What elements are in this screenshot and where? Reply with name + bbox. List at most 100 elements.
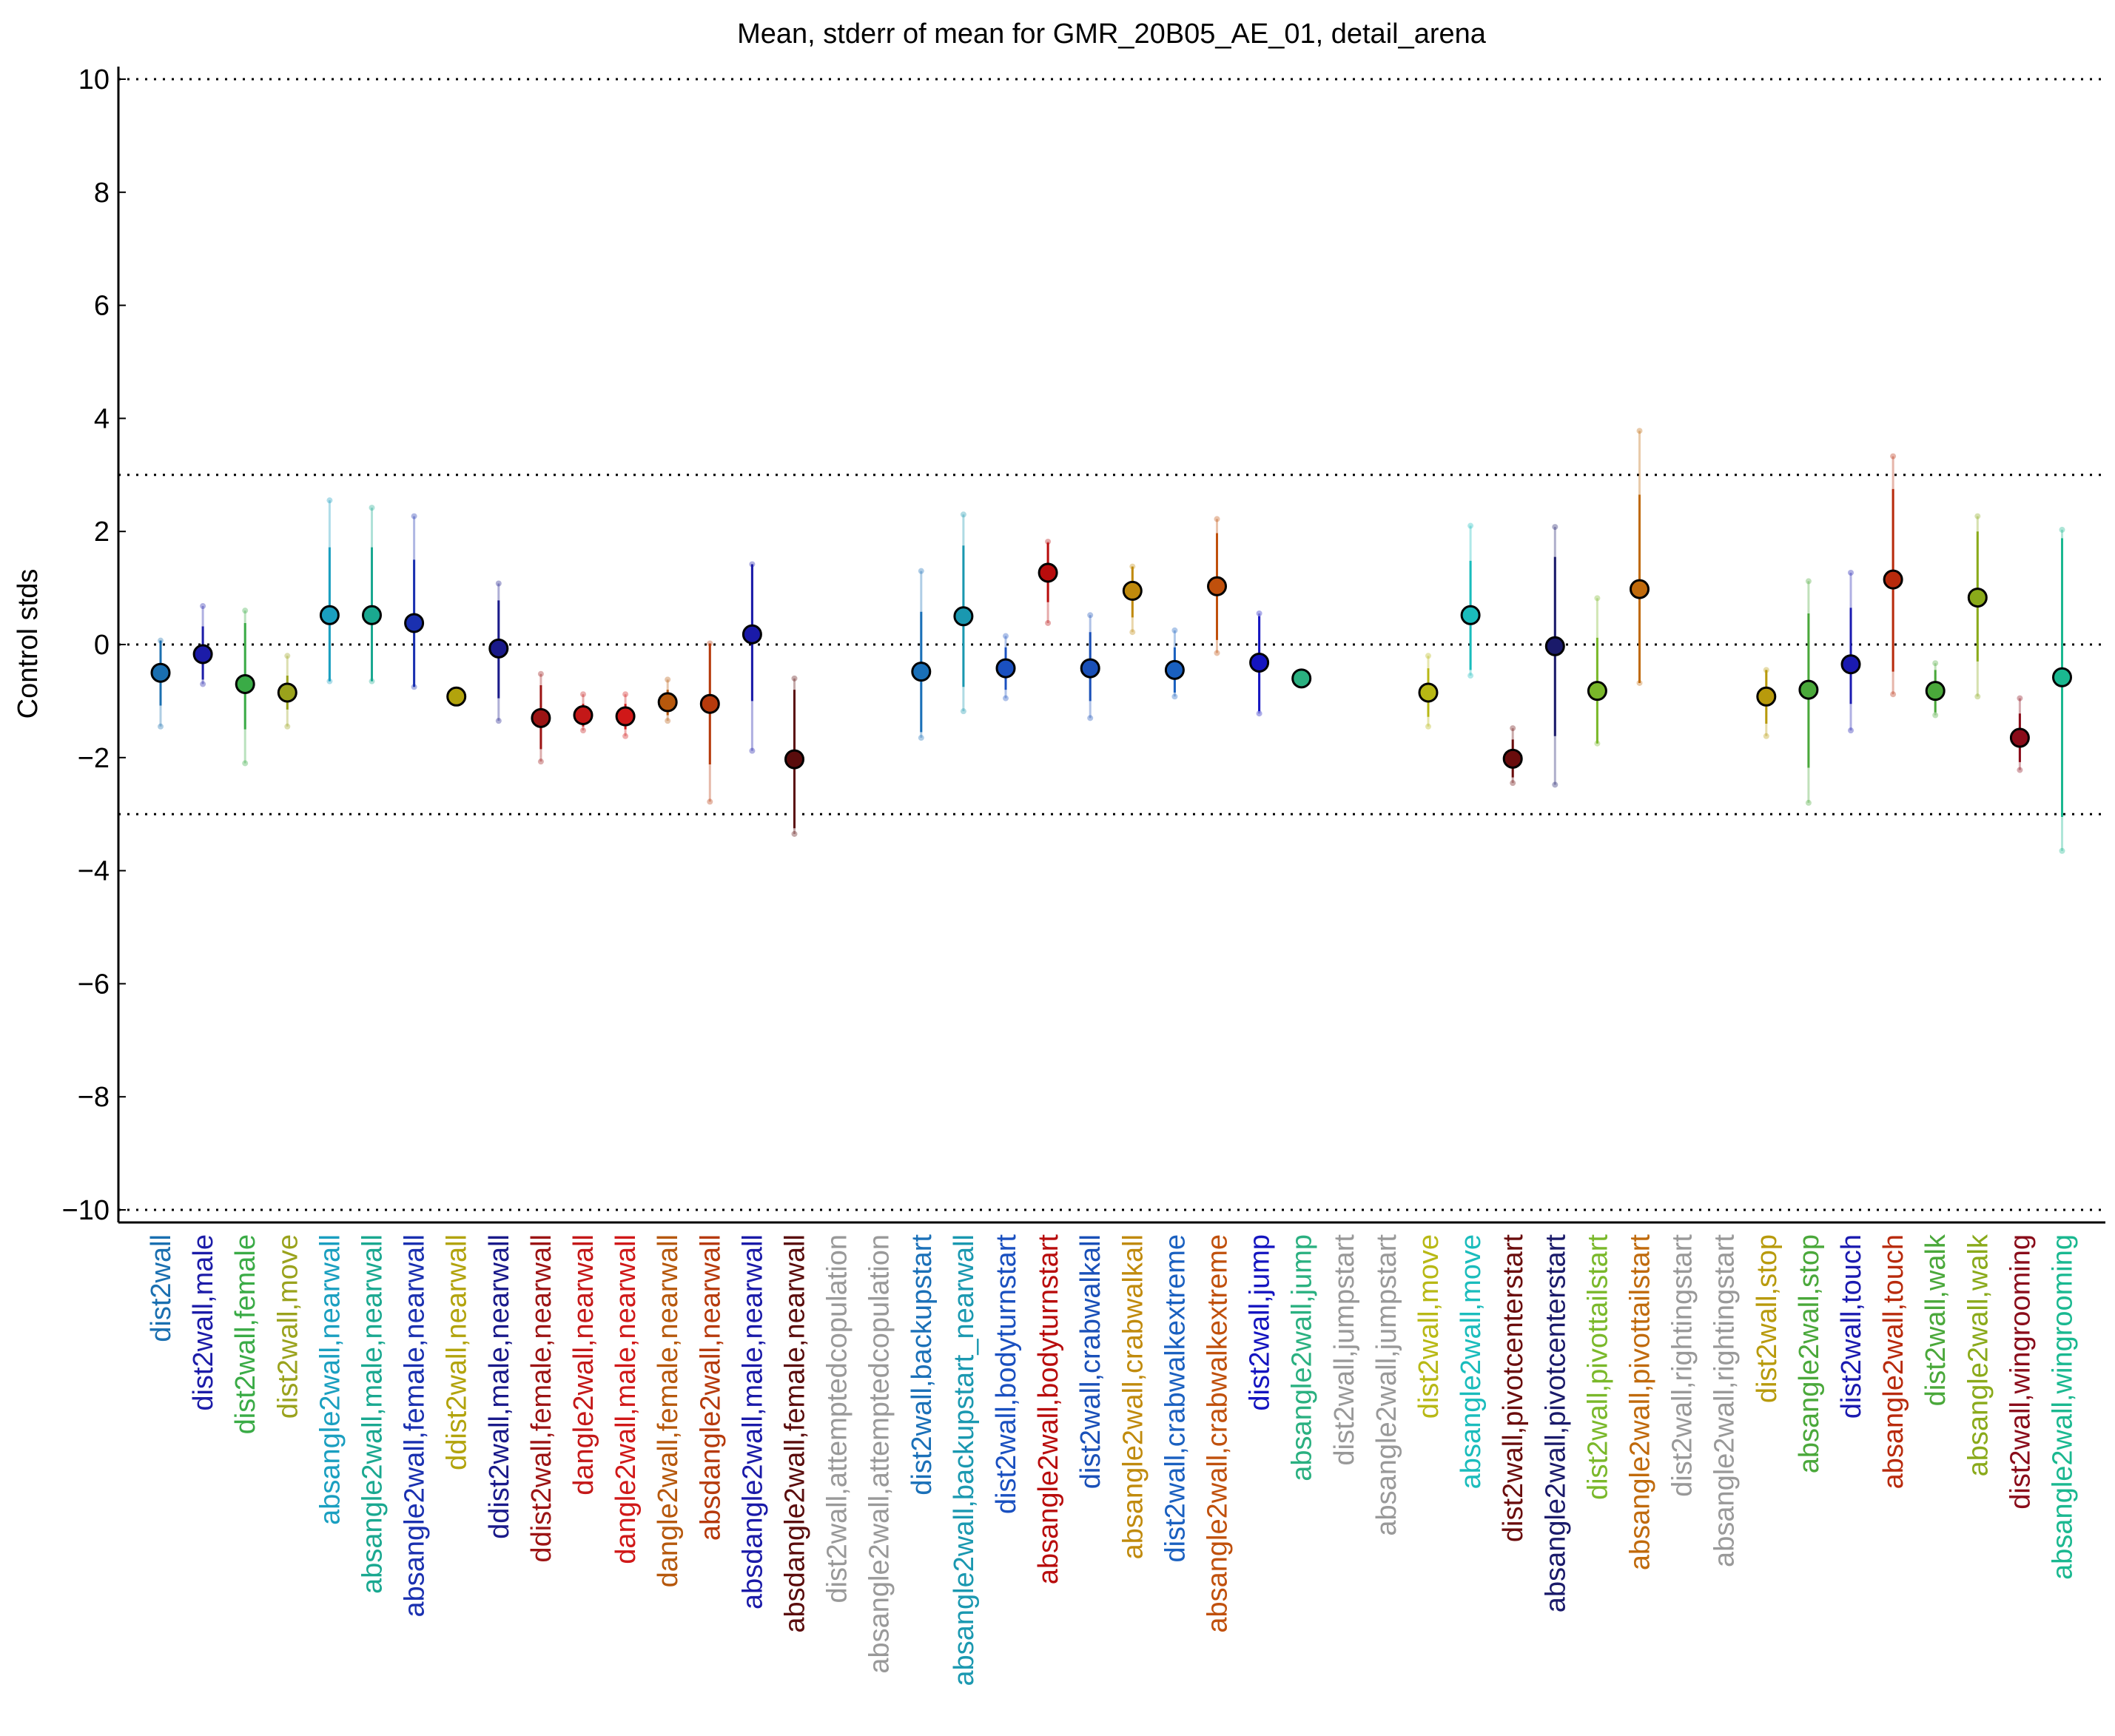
range-end-dot	[284, 653, 291, 659]
x-tick-label: dangle2wall,male,nearwall	[611, 1234, 642, 1564]
range-end-dot	[960, 511, 966, 518]
mean-point	[277, 682, 297, 703]
mean-point	[1840, 654, 1861, 675]
x-tick-label: absangle2wall,attemptedcopulation	[864, 1234, 895, 1674]
range-end-dot	[1932, 712, 1939, 719]
x-tick-label: dist2wall,wingrooming	[2005, 1234, 2036, 1510]
range-end-dot	[1636, 428, 1643, 434]
range-end-dot	[1890, 691, 1897, 698]
y-axis-label: Control stds	[13, 569, 44, 719]
y-tick-label: −8	[78, 1082, 110, 1113]
x-tick-label: absangle2wall,female,nearwall	[400, 1234, 431, 1618]
range-end-dot	[200, 681, 206, 687]
range-end-dot	[495, 580, 502, 587]
x-tick-label: dist2wall,crabwalkall	[1075, 1234, 1106, 1489]
x-tick-label: dist2wall,jump	[1245, 1234, 1276, 1411]
mean-point	[1967, 588, 1988, 608]
mean-point	[446, 686, 467, 707]
range-end-dot	[537, 670, 544, 677]
error-bars	[159, 488, 2063, 829]
x-tick-label: dist2wall,walk	[1920, 1234, 1951, 1406]
x-tick-label: absangle2wall,male,nearwall	[357, 1234, 389, 1594]
x-tick-label: absangle2wall,walk	[1963, 1234, 1994, 1476]
mean-point	[1460, 605, 1481, 625]
x-tick-label: dist2wall,jumpstart	[1329, 1234, 1360, 1466]
x-tick-label: dist2wall,move	[1413, 1234, 1445, 1419]
mean-point	[362, 605, 382, 625]
mean-point	[1080, 658, 1100, 679]
range-end-dot	[1510, 725, 1516, 732]
x-tick-label: absangle2wall,nearwall	[315, 1234, 346, 1525]
range-end-dot	[1087, 715, 1094, 721]
mean-points	[150, 562, 2072, 770]
mean-point	[1122, 580, 1143, 601]
x-tick-label: dist2wall,stop	[1752, 1234, 1783, 1403]
mean-point	[1502, 748, 1523, 769]
x-tick-label: dist2wall,touch	[1836, 1234, 1867, 1419]
mean-point	[150, 662, 171, 683]
range-end-dot	[1171, 627, 1178, 633]
y-tick-label: 2	[94, 517, 110, 548]
range-lines	[158, 428, 2065, 854]
range-end-dot	[326, 497, 333, 504]
mean-point	[1544, 636, 1565, 656]
x-tick-label: absdangle2wall,male,nearwall	[737, 1234, 768, 1609]
x-tick-label: absangle2wall,move	[1456, 1234, 1487, 1489]
x-tick-label: dist2wall,crabwalkextreme	[1160, 1234, 1191, 1563]
range-end-dot	[918, 568, 924, 574]
x-tick-label: absangle2wall,stop	[1794, 1234, 1825, 1473]
range-end-dot	[1256, 610, 1262, 616]
range-end-dot	[1045, 619, 1052, 626]
range-end-dot	[242, 760, 249, 767]
range-end-dot	[1594, 595, 1601, 602]
x-tick-label: dist2wall,attemptedcopulation	[822, 1234, 853, 1604]
range-end-dot	[1763, 733, 1769, 739]
range-end-dot	[1552, 781, 1558, 788]
range-end-dot	[537, 758, 544, 765]
range-end-dot	[1045, 538, 1052, 545]
range-end-dot	[158, 723, 164, 730]
mean-point	[404, 613, 425, 633]
range-end-dot	[1890, 453, 1897, 460]
x-tick-label: absangle2wall,touch	[1878, 1234, 1909, 1489]
range-end-dot	[622, 733, 629, 739]
mean-point	[1798, 679, 1819, 700]
range-end-dot	[284, 723, 291, 730]
mean-point	[784, 749, 804, 770]
x-tick-label: dangle2wall,nearwall	[568, 1234, 599, 1496]
x-tick-label: dangle2wall,female,nearwall	[653, 1234, 684, 1587]
mean-point	[531, 707, 551, 728]
mean-point	[742, 624, 762, 645]
mean-point	[1587, 681, 1607, 702]
range-end-dot	[1510, 780, 1516, 787]
mean-point	[699, 693, 720, 714]
x-tick-label: absangle2wall,wingrooming	[2048, 1234, 2079, 1580]
mean-point	[1291, 668, 1312, 689]
y-tick-label: −4	[78, 856, 110, 887]
range-end-dot	[918, 735, 924, 741]
range-end-dot	[1974, 693, 1981, 700]
range-end-dot	[495, 718, 502, 724]
x-tick-label: absangle2wall,bodyturnstart	[1033, 1234, 1064, 1585]
mean-point	[615, 706, 636, 727]
x-tick-label: dist2wall	[146, 1234, 177, 1342]
range-end-dot	[2059, 526, 2065, 533]
mean-point	[1249, 652, 1270, 673]
y-tick-label: 4	[94, 403, 110, 434]
range-end-dot	[580, 727, 586, 734]
mean-point	[1630, 579, 1650, 599]
range-end-dot	[1003, 633, 1009, 639]
axes	[117, 67, 2105, 1224]
range-end-dot	[1932, 660, 1939, 667]
range-end-dot	[1848, 727, 1854, 734]
range-end-dot	[1425, 653, 1431, 659]
mean-point	[319, 605, 340, 625]
range-end-dot	[791, 675, 798, 682]
y-tick-label: 0	[94, 630, 110, 661]
range-end-dot	[200, 603, 206, 610]
mean-point	[911, 662, 932, 682]
range-end-dot	[1003, 695, 1009, 702]
range-end-dot	[707, 798, 713, 805]
x-tick-label: dist2wall,move	[272, 1234, 303, 1419]
